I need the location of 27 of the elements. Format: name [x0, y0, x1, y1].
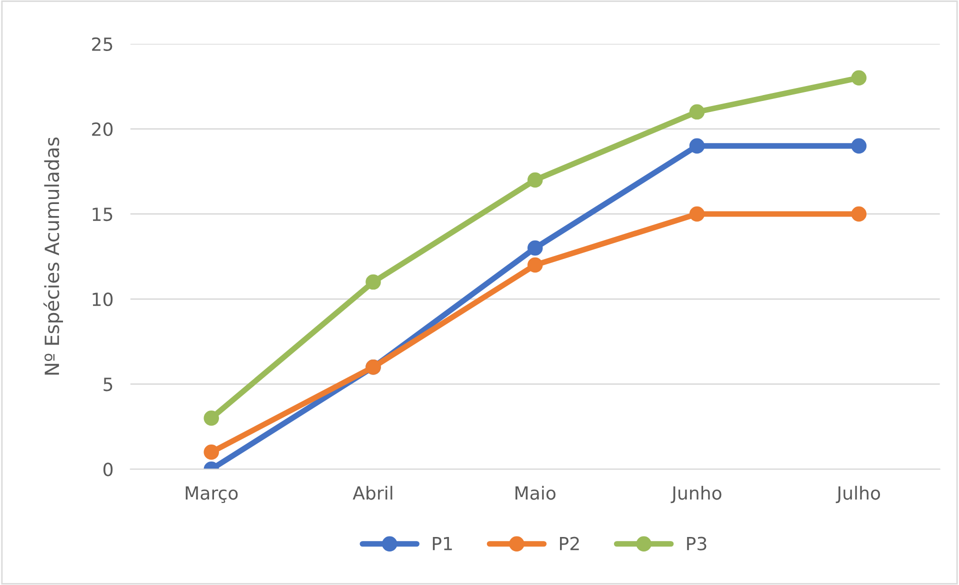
x-tick-label: Junho	[670, 486, 722, 504]
point	[366, 274, 381, 290]
x-tick-label: Maio	[516, 486, 556, 500]
y-tick-label: 0	[103, 462, 113, 476]
point	[851, 138, 867, 154]
point	[527, 240, 543, 256]
x-tick-label: Julho	[836, 486, 880, 504]
y-tick-label: 20	[92, 122, 113, 136]
legend-label: P2	[560, 536, 579, 550]
point	[204, 444, 220, 460]
point	[204, 410, 220, 426]
y-tick-label: 25	[92, 37, 112, 51]
point	[689, 104, 705, 120]
y-axis-title: Nº Espécies Acumuladas	[43, 138, 64, 375]
point	[851, 206, 867, 222]
x-tick-label: Abril	[352, 486, 392, 500]
x-tick-label: Março	[186, 486, 238, 504]
point	[527, 172, 543, 188]
point	[851, 70, 867, 86]
point	[689, 138, 705, 154]
y-tick-label: 10	[92, 292, 113, 306]
point	[689, 206, 705, 222]
legend-label: P3	[687, 536, 706, 550]
legend-label: P1	[432, 537, 452, 550]
y-tick-label: 15	[92, 208, 112, 222]
point	[527, 257, 543, 273]
y-tick-label: 5	[104, 378, 112, 392]
